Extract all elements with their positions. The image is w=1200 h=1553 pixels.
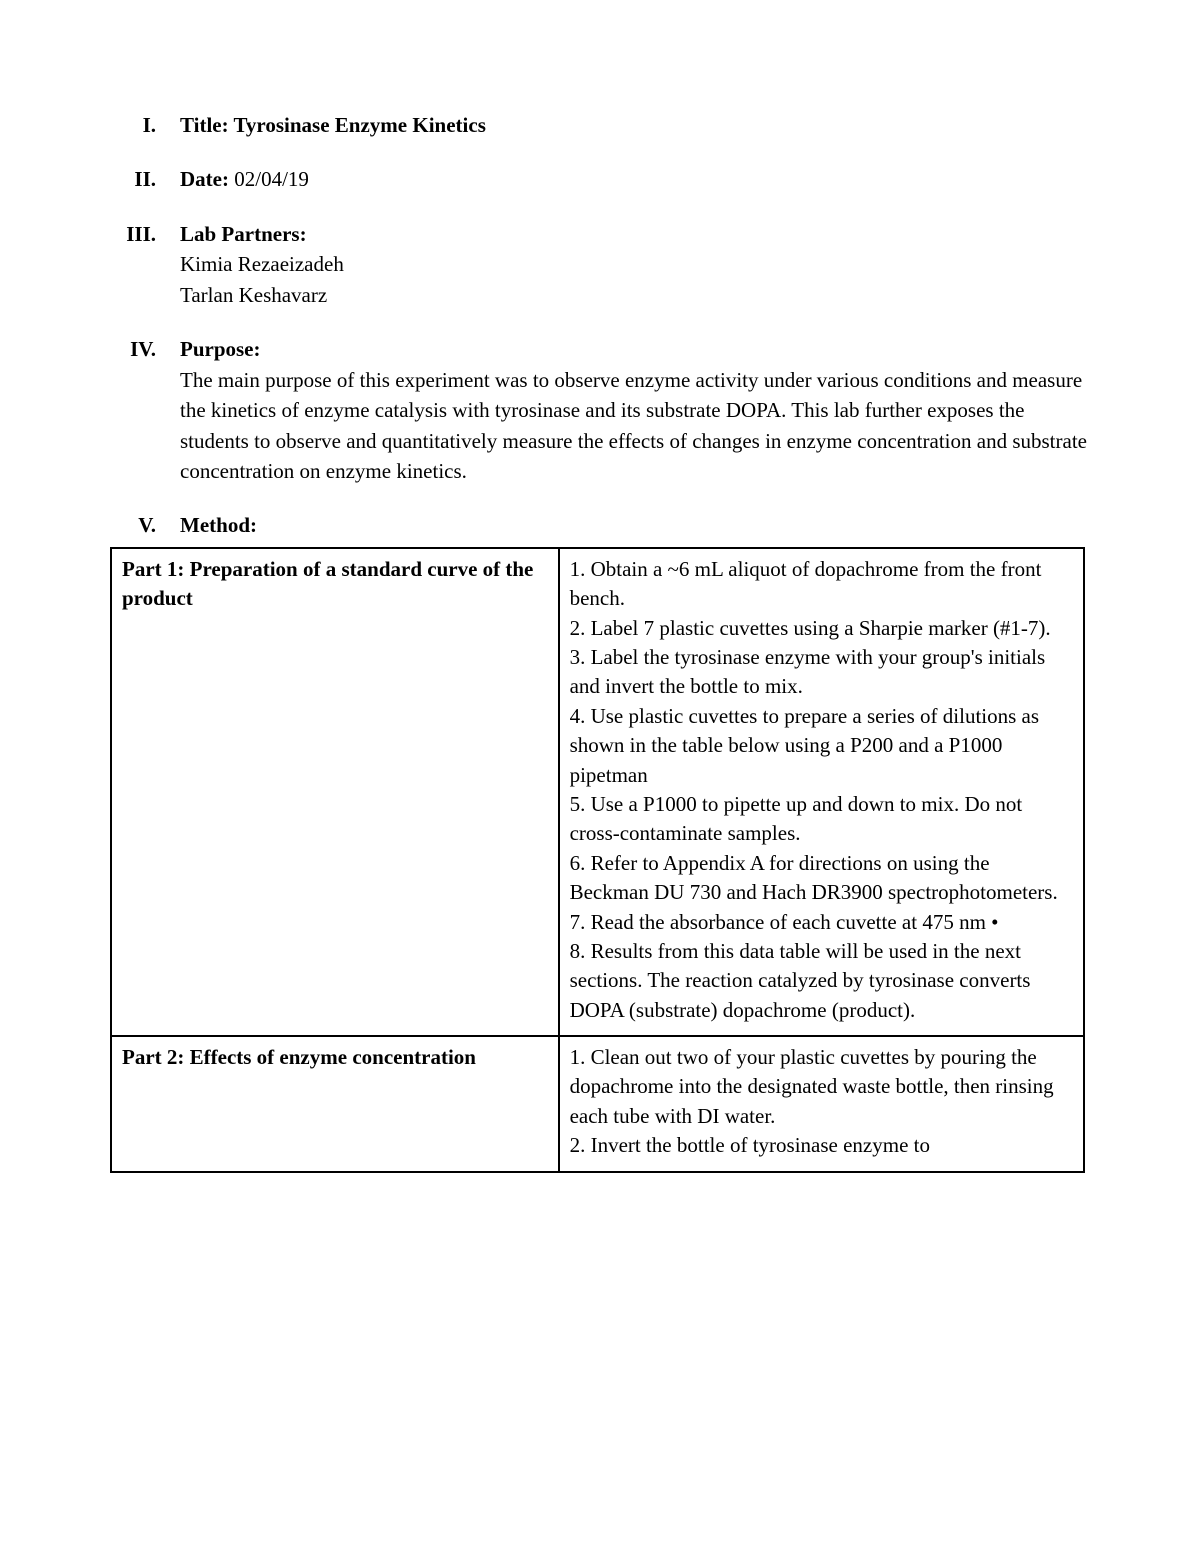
roman-numeral: III. (110, 219, 180, 249)
method-part-steps: 1. Clean out two of your plastic cuvette… (559, 1036, 1084, 1172)
section-content: Date: 02/04/19 (180, 164, 1090, 194)
roman-numeral: II. (110, 164, 180, 194)
table-row: Part 2: Effects of enzyme concentration … (111, 1036, 1084, 1172)
section-partners: III. Lab Partners: Kimia Rezaeizadeh Tar… (110, 219, 1090, 310)
document-page: I. Title: Tyrosinase Enzyme Kinetics II.… (0, 0, 1200, 1553)
section-content: Title: Tyrosinase Enzyme Kinetics (180, 110, 1090, 140)
section-content: Method: (180, 510, 1090, 540)
title-label: Title: (180, 113, 233, 137)
title-value: Tyrosinase Enzyme Kinetics (233, 113, 485, 137)
section-method: V. Method: (110, 510, 1090, 540)
method-part-title: Part 2: Effects of enzyme concentration (111, 1036, 559, 1172)
partners-label: Lab Partners: (180, 219, 1090, 249)
section-title: I. Title: Tyrosinase Enzyme Kinetics (110, 110, 1090, 140)
partner-name: Kimia Rezaeizadeh (180, 249, 1090, 279)
section-content: Lab Partners: Kimia Rezaeizadeh Tarlan K… (180, 219, 1090, 310)
roman-numeral: IV. (110, 334, 180, 364)
method-part-title: Part 1: Preparation of a standard curve … (111, 548, 559, 1036)
section-purpose: IV. Purpose: The main purpose of this ex… (110, 334, 1090, 486)
date-label: Date: (180, 167, 234, 191)
date-value: 02/04/19 (234, 167, 309, 191)
roman-numeral: V. (110, 510, 180, 540)
purpose-label: Purpose: (180, 334, 1090, 364)
steps-text: 1. Obtain a ~6 mL aliquot of dopachrome … (570, 555, 1073, 1025)
partner-name: Tarlan Keshavarz (180, 280, 1090, 310)
roman-numeral: I. (110, 110, 180, 140)
table-row: Part 1: Preparation of a standard curve … (111, 548, 1084, 1036)
section-content: Purpose: The main purpose of this experi… (180, 334, 1090, 486)
purpose-text: The main purpose of this experiment was … (180, 365, 1090, 487)
method-table: Part 1: Preparation of a standard curve … (110, 547, 1085, 1173)
method-part-steps: 1. Obtain a ~6 mL aliquot of dopachrome … (559, 548, 1084, 1036)
section-date: II. Date: 02/04/19 (110, 164, 1090, 194)
partners-list: Kimia Rezaeizadeh Tarlan Keshavarz (180, 249, 1090, 310)
steps-text: 1. Clean out two of your plastic cuvette… (570, 1043, 1073, 1161)
method-label: Method: (180, 510, 1090, 540)
